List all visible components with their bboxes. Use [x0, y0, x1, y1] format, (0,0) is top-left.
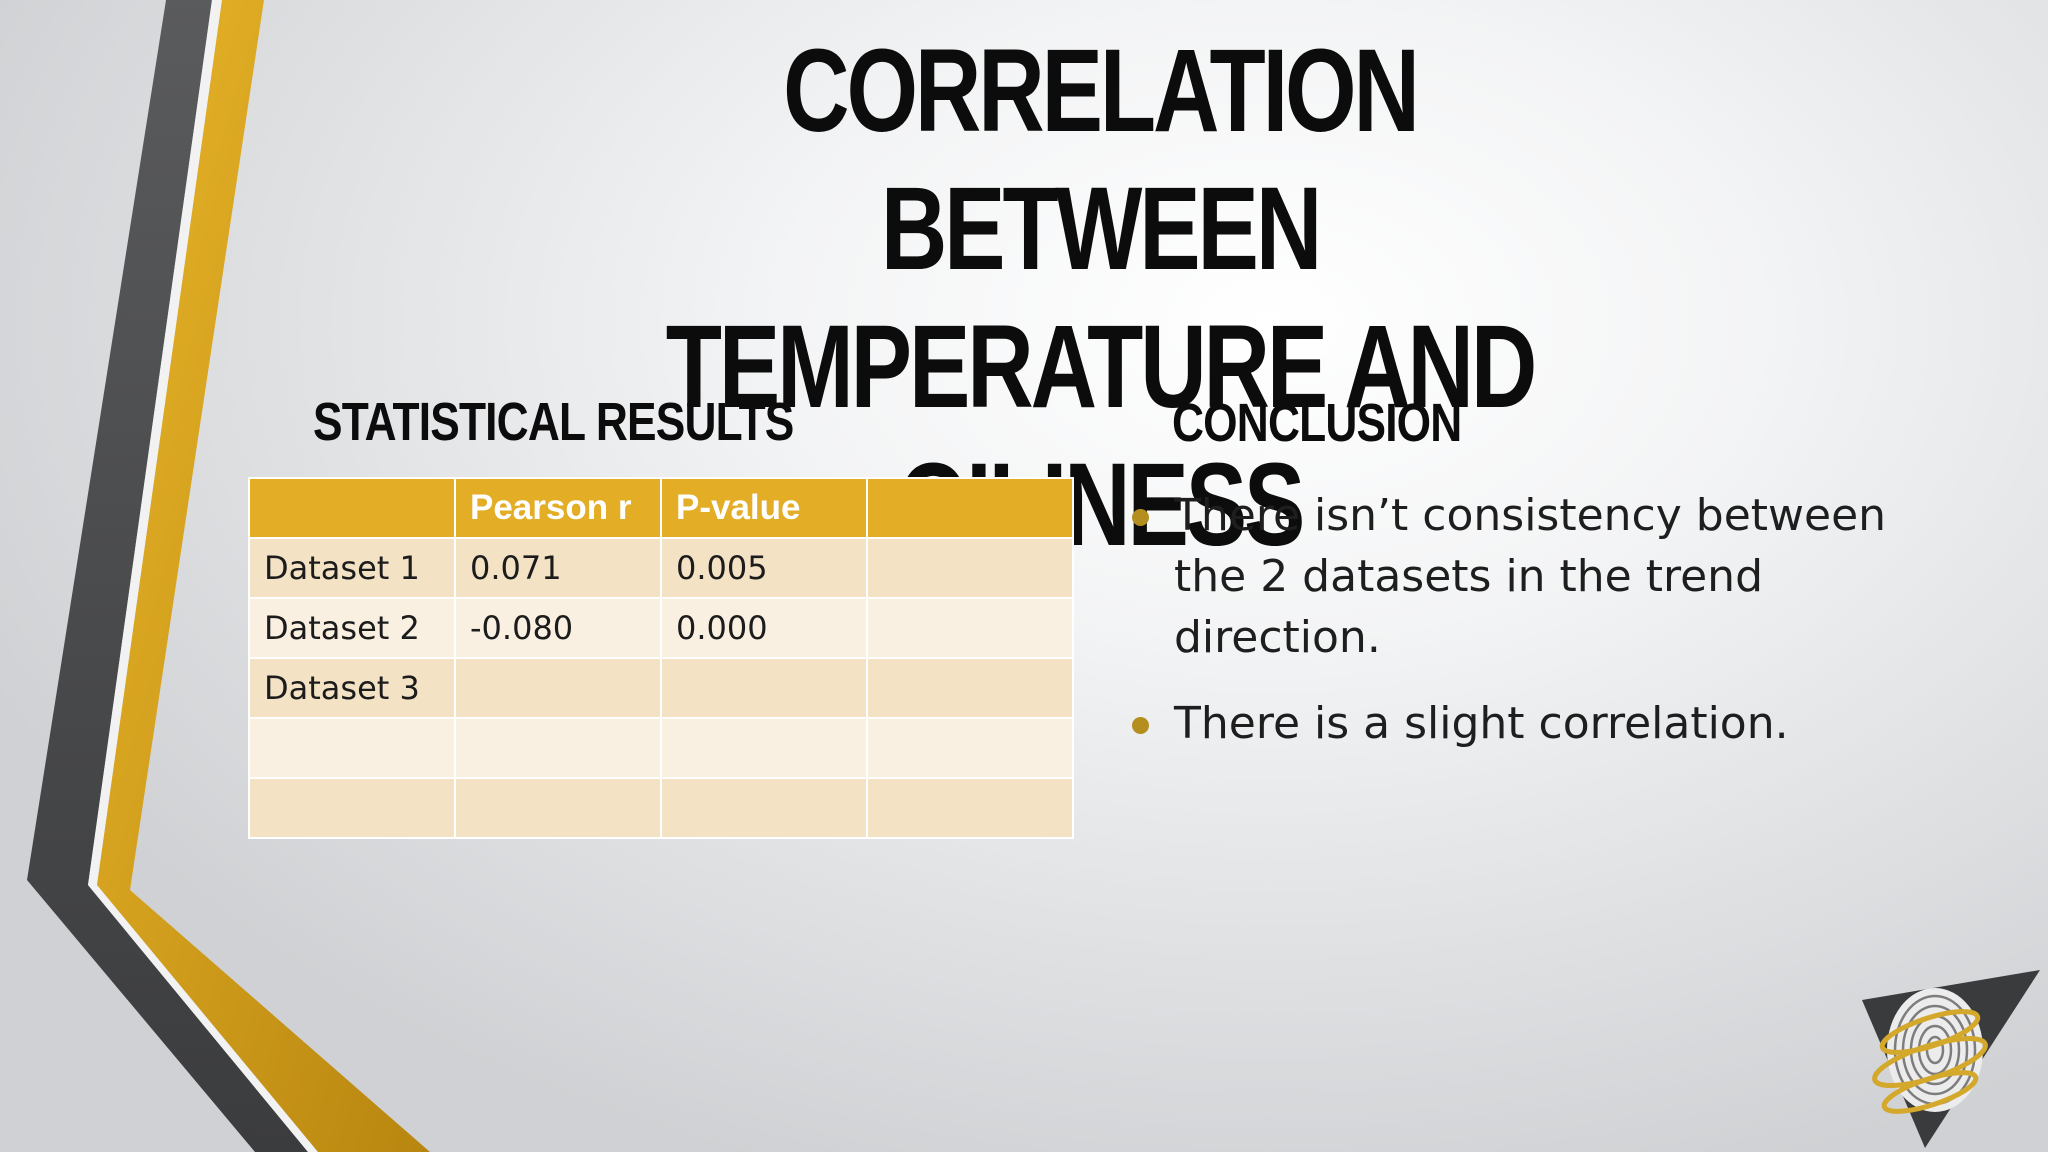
table-cell: 0.071	[454, 537, 662, 599]
conclusion-text: There isn’t consistency between the 2 da…	[1174, 490, 1887, 663]
table-cell	[660, 717, 868, 779]
bullet-icon	[1132, 717, 1149, 734]
table-cell	[866, 657, 1074, 719]
table-cell	[866, 717, 1074, 779]
list-item: There isn’t consistency between the 2 da…	[1127, 485, 1887, 668]
table-cell	[248, 777, 456, 839]
title-line-1: CORRELATION BETWEEN	[783, 25, 1420, 295]
table-cell: Dataset 2	[248, 597, 456, 659]
header-cell-pearson-r: Pearson r	[454, 477, 662, 539]
table-cell	[660, 777, 868, 839]
table-row: Dataset 2 -0.080 0.000	[248, 597, 1074, 659]
header-cell	[248, 477, 456, 539]
header-cell-p-value: P-value	[660, 477, 868, 539]
table-cell	[866, 597, 1074, 659]
statistical-results-table: Pearson r P-value Dataset 1 0.071 0.005 …	[248, 477, 1074, 839]
list-item: There is a slight correlation.	[1127, 693, 1887, 754]
table-row: Dataset 3	[248, 657, 1074, 719]
light-separator	[88, 0, 318, 1152]
table-cell	[454, 777, 662, 839]
gold-stripe	[97, 0, 430, 1152]
fingerprint-triangle-logo-icon	[1862, 970, 2040, 1148]
table-cell	[248, 717, 456, 779]
table-row	[248, 717, 1074, 779]
table-cell	[866, 777, 1074, 839]
bullet-icon	[1132, 509, 1149, 526]
table-cell: 0.005	[660, 537, 868, 599]
table-cell	[454, 657, 662, 719]
table-cell: -0.080	[454, 597, 662, 659]
table-cell	[866, 537, 1074, 599]
statistical-results-heading: STATISTICAL RESULTS	[313, 392, 794, 452]
table-cell: Dataset 3	[248, 657, 456, 719]
conclusion-text: There is a slight correlation.	[1174, 698, 1789, 749]
table-cell	[660, 657, 868, 719]
table-cell: Dataset 1	[248, 537, 456, 599]
table-row	[248, 777, 1074, 839]
table-cell	[454, 717, 662, 779]
table-cell: 0.000	[660, 597, 868, 659]
gray-stripe	[27, 0, 308, 1152]
table-row: Dataset 1 0.071 0.005	[248, 537, 1074, 599]
header-cell	[866, 477, 1074, 539]
table-header-row: Pearson r P-value	[248, 477, 1074, 539]
conclusion-heading: CONCLUSION	[1172, 393, 1462, 453]
conclusion-list: There isn’t consistency between the 2 da…	[1127, 485, 1887, 779]
